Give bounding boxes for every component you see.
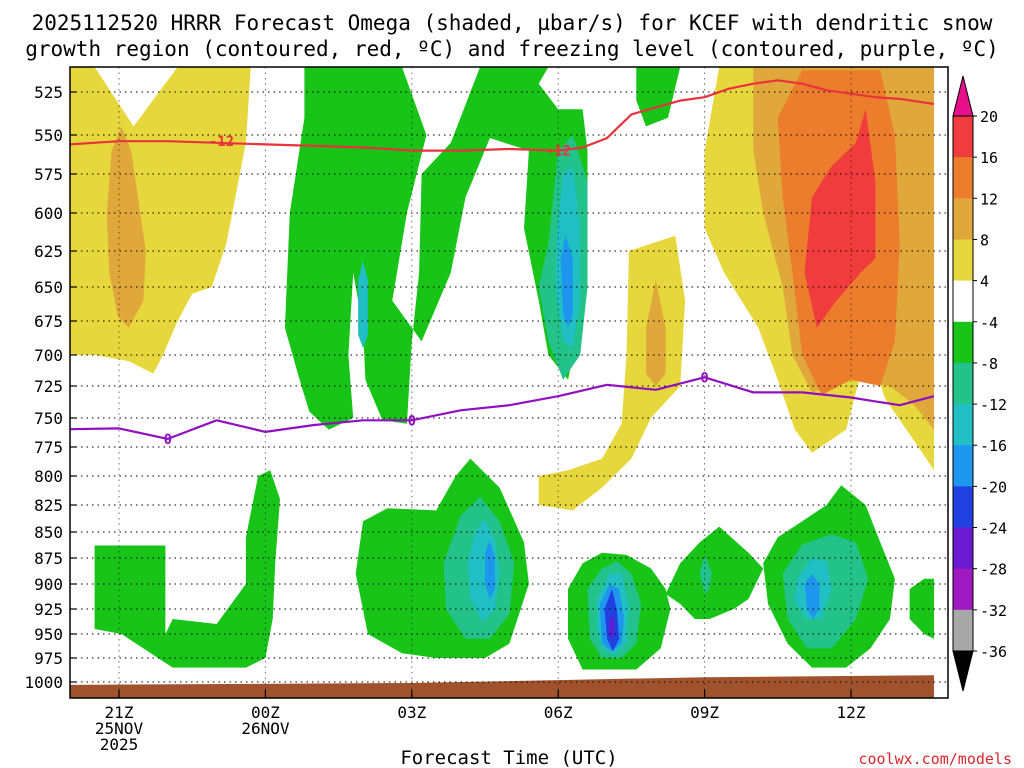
y-tick-label-875: 875 xyxy=(34,549,63,568)
ground-surface xyxy=(70,675,934,698)
colorbar-bin--16--12 xyxy=(953,404,973,446)
plot-area: -12 -12 0 0 0 xyxy=(70,67,948,698)
credit-text: coolwx.com/models xyxy=(858,750,1012,768)
y-tick-label-775: 775 xyxy=(34,438,63,457)
contour-label-freezing-level-0-1: 0 xyxy=(408,413,416,429)
y-tick-label-525: 525 xyxy=(34,83,63,102)
colorbar-bin--20--16 xyxy=(953,445,973,487)
x-tick-label-06Z-0: 06Z xyxy=(544,703,573,722)
contour-label-dendritic-growth-minus12-0: -12 xyxy=(209,134,234,150)
y-tick-label-925: 925 xyxy=(34,600,63,619)
colorbar-label--36: -36 xyxy=(980,643,1007,661)
omega-region-lower-right-green xyxy=(909,578,934,639)
x-tick-label-21Z-0: 21Z xyxy=(105,703,134,722)
colorbar-label--8: -8 xyxy=(980,355,998,373)
colorbar-under-arrow xyxy=(952,650,974,692)
y-axis: 525 550 575 600 625 650 675 700 725 750 775 800 825 8… xyxy=(24,83,77,692)
omega-region-upper-left-orange xyxy=(106,126,146,328)
y-tick-label-675: 675 xyxy=(34,312,63,331)
y-tick-label-550: 550 xyxy=(34,126,63,145)
contour-label-freezing-level-0-2: 0 xyxy=(700,370,708,386)
x-tick-label-21Z-2: 2025 xyxy=(100,735,139,754)
contour-label-freezing-level-0-0: 0 xyxy=(164,432,172,448)
omega-region-lower-cell-1-cyan xyxy=(467,519,500,622)
colorbar-label--4: -4 xyxy=(980,314,998,332)
y-tick-label-900: 900 xyxy=(34,575,63,594)
omega-region-lower-left-green xyxy=(94,470,280,668)
omega-region-lower-cell-2-purple xyxy=(609,614,615,639)
colorbar-bin-16-20 xyxy=(953,116,973,158)
colorbar-label--28: -28 xyxy=(980,561,1007,579)
plot-frame xyxy=(69,66,949,699)
y-tick-label-975: 975 xyxy=(34,649,63,668)
colorbar-label-12: 12 xyxy=(980,190,998,208)
colorbar-label--12: -12 xyxy=(980,396,1007,414)
colorbar-bin-12-16 xyxy=(953,157,973,199)
colorbar-bin--32--28 xyxy=(953,568,973,611)
y-tick-label-850: 850 xyxy=(34,523,63,542)
y-tick-label-750: 750 xyxy=(34,409,63,428)
y-tick-label-1000: 1000 xyxy=(24,673,63,692)
omega-region-tall-orange-sliver xyxy=(646,279,666,386)
x-axis-label: Forecast Time (UTC) xyxy=(400,747,617,768)
y-tick-label-825: 825 xyxy=(34,496,63,515)
y-tick-label-725: 725 xyxy=(34,377,63,396)
colorbar-label-16: 16 xyxy=(980,149,998,167)
colorbar-bin--24--20 xyxy=(953,486,973,529)
title-line-2: growth region (contoured, red, ºC) and f… xyxy=(25,37,999,61)
omega-region-midlevel-blue-core xyxy=(560,235,573,328)
ground-layer xyxy=(70,675,934,698)
colorbar-bin--4-4 xyxy=(953,280,973,323)
colorbar: 20 16 12 8 4 -4 -8 -12 -16 -20 -24 -28 -32 -36 xyxy=(952,75,1007,692)
contour-freezing-level-0 xyxy=(70,376,935,440)
colorbar-bin--12--8 xyxy=(953,362,973,405)
x-tick-label-00Z-1: 26NOV xyxy=(241,719,290,738)
omega-region-right-red-core xyxy=(804,109,876,328)
colorbar-bin--36--32 xyxy=(953,609,973,652)
colorbar-label--20: -20 xyxy=(980,478,1007,496)
y-tick-label-700: 700 xyxy=(34,346,63,365)
colorbar-label-4: 4 xyxy=(980,273,989,291)
omega-region-lower-cell-3-green xyxy=(665,526,764,619)
contour-label-dendritic-growth-minus12-1: -12 xyxy=(546,144,571,160)
y-tick-label-600: 600 xyxy=(34,204,63,223)
omega-region-lower-cell-1-blue xyxy=(485,540,495,599)
colorbar-label-8: 8 xyxy=(980,231,989,249)
x-tick-label-00Z-0: 00Z xyxy=(251,703,280,722)
y-tick-label-625: 625 xyxy=(34,242,63,261)
y-tick-label-575: 575 xyxy=(34,165,63,184)
y-tick-label-950: 950 xyxy=(34,625,63,644)
x-tick-label-12Z-0: 12Z xyxy=(837,703,866,722)
y-tick-label-650: 650 xyxy=(34,278,63,297)
colorbar-label--16: -16 xyxy=(980,437,1007,455)
colorbar-label--24: -24 xyxy=(980,520,1007,538)
omega-region-midlevel-green-band xyxy=(284,67,588,430)
omega-region-top-small-green xyxy=(636,67,681,127)
x-tick-label-21Z-1: 25NOV xyxy=(95,719,144,738)
x-tick-label-03Z-0: 03Z xyxy=(397,703,426,722)
y-tick-label-800: 800 xyxy=(34,467,63,486)
colorbar-bin-8-12 xyxy=(953,198,973,240)
contours: -12 -12 0 0 0 xyxy=(70,79,935,448)
omega-region-lower-cell-4-blue xyxy=(804,573,820,619)
colorbar-bin--28--24 xyxy=(953,527,973,570)
title-line-1: 2025112520 HRRR Forecast Omega (shaded, … xyxy=(32,11,993,35)
colorbar-bin--8--4 xyxy=(953,321,973,364)
x-tick-label-09Z-0: 09Z xyxy=(690,703,719,722)
colorbar-label-20: 20 xyxy=(980,108,998,126)
colorbar-bin-4-8 xyxy=(953,239,973,282)
contour-dendritic-growth-minus12 xyxy=(70,79,935,152)
omega-shading xyxy=(70,67,934,670)
grid xyxy=(70,67,948,698)
colorbar-label--32: -32 xyxy=(980,602,1007,620)
omega-region-small-cyan-cell xyxy=(358,261,368,349)
omega-region-tall-yellow-column xyxy=(538,235,686,511)
